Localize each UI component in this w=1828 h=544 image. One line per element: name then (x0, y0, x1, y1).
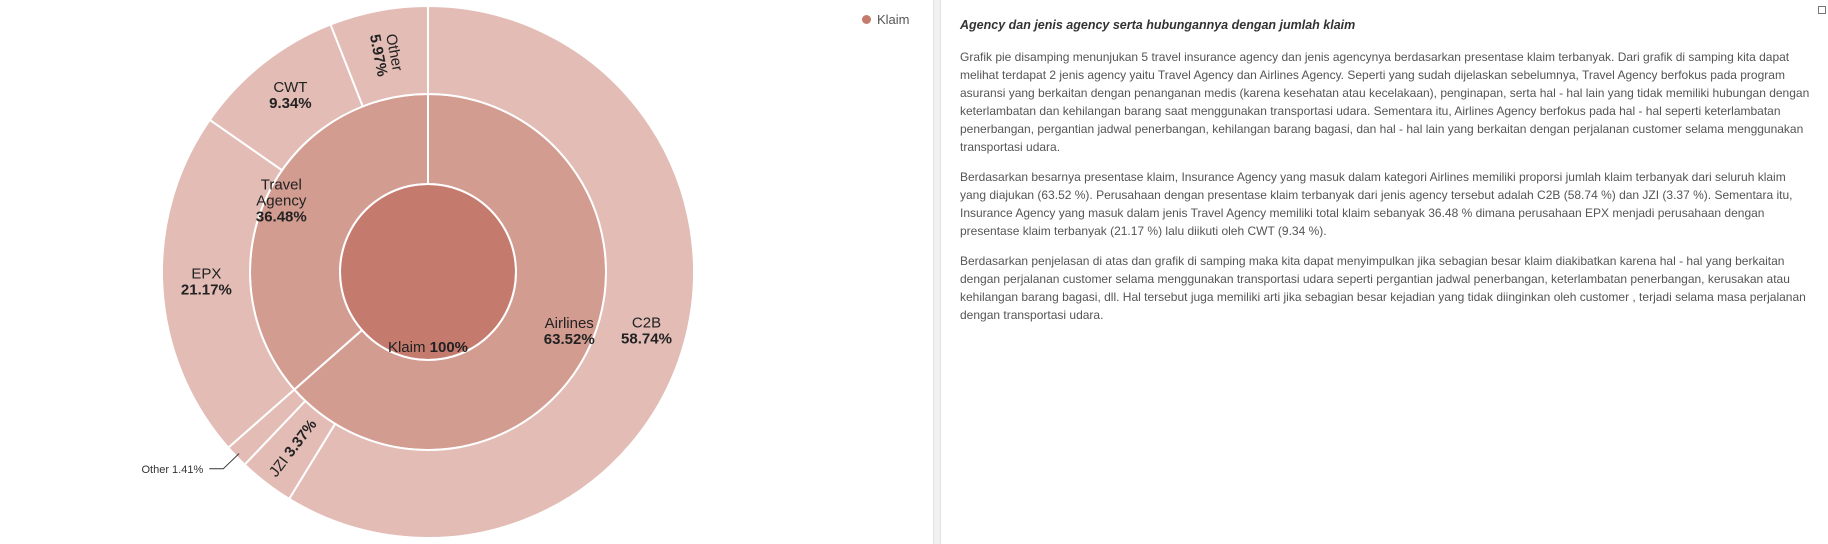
segment-label-travel-agency: Travel Agency 36.48% (256, 177, 307, 226)
segment-label-travel-agency-cwt: CWT 9.34% (269, 79, 312, 112)
segment-travel-agency-other[interactable] (329, 4, 429, 108)
root-label: Klaim 100% (388, 339, 468, 356)
segment-label-airlines-c2b: C2B 58.74% (621, 315, 672, 348)
segment-label-airlines-other: Other 1.41% (141, 464, 203, 476)
segment-label-travel-agency-epx: EPX 21.17% (181, 265, 232, 298)
segment-airlines-c2b[interactable] (287, 4, 695, 539)
article-paragraph: Berdasarkan besarnya presentase klaim, I… (960, 170, 1793, 238)
segment-label-airlines: Airlines 63.52% (544, 315, 595, 348)
article-title: Agency dan jenis agency serta hubunganny… (960, 18, 1356, 32)
segment-travel-agency-epx[interactable] (161, 118, 296, 450)
legend-swatch (862, 15, 871, 24)
panel-divider[interactable] (933, 0, 941, 544)
sunburst-chart[interactable]: Klaim 100% Airlines 63.52% Travel Agency 36.4… (0, 0, 930, 544)
chart-legend[interactable]: Klaim (862, 12, 910, 27)
expand-icon[interactable] (1818, 6, 1826, 14)
legend-label: Klaim (877, 12, 910, 27)
leader-line (209, 453, 240, 470)
article-paragraph: Berdasarkan penjelasan di atas dan grafi… (960, 254, 1806, 322)
article-paragraph: Grafik pie disamping menunjukan 5 travel… (960, 50, 1810, 154)
chart-panel: Klaim 100% Airlines 63.52% Travel Agency 36.4… (0, 0, 930, 544)
text-panel: Agency dan jenis agency serta hubunganny… (960, 16, 1812, 336)
